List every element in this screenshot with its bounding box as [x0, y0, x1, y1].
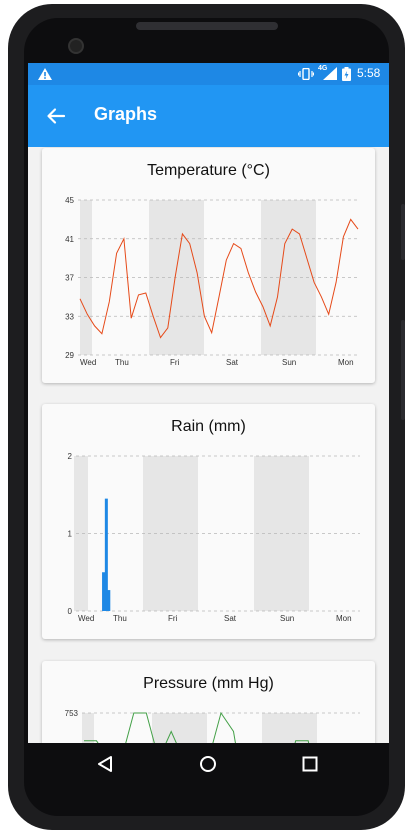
night-band [152, 713, 207, 743]
series-line [84, 711, 310, 743]
app-screen: 4G 5:58 Graphs Temperature (°C) 29 33 37 41… [28, 63, 389, 743]
x-tick-label: Sun [282, 358, 296, 367]
temperature-card: Temperature (°C) 29 33 37 41 45 Wed Thu Fri Sat S… [42, 148, 375, 383]
pressure-chart-title: Pressure (mm Hg) [143, 675, 274, 692]
warning-icon [38, 68, 52, 80]
y-tick-label: 41 [65, 235, 74, 244]
battery-icon [342, 67, 351, 81]
network-type-label: 4G [318, 65, 328, 72]
rain-bar [104, 498, 108, 611]
x-tick-label: Wed [80, 358, 96, 367]
volume-button [401, 204, 405, 260]
temperature-chart-title: Temperature (°C) [147, 162, 270, 179]
y-tick-label: 45 [65, 196, 74, 205]
rain-bar [102, 572, 106, 611]
home-nav-icon[interactable] [199, 755, 217, 773]
pressure-chart: 753 [65, 709, 360, 743]
rain-bar [107, 590, 111, 611]
recents-nav-icon[interactable] [301, 755, 319, 773]
signal-icon [323, 67, 337, 80]
x-tick-label: Sun [280, 614, 294, 623]
x-tick-label: Fri [170, 358, 180, 367]
y-tick-label: 29 [65, 351, 74, 360]
pressure-card: Pressure (mm Hg) 753 [42, 661, 375, 743]
night-band [262, 713, 317, 743]
x-tick-label: Fri [168, 614, 178, 623]
y-tick-label: 37 [65, 274, 74, 283]
x-tick-label: Sat [224, 614, 237, 623]
x-tick-label: Mon [336, 614, 352, 623]
back-arrow-icon[interactable] [42, 102, 70, 130]
app-bar: Graphs [28, 85, 389, 147]
y-tick-label: 1 [68, 530, 73, 539]
night-band [82, 713, 94, 743]
x-tick-label: Thu [115, 358, 129, 367]
x-tick-label: Sat [226, 358, 239, 367]
night-band [143, 456, 198, 611]
rain-chart: 0 1 2 Wed Thu Fri Sat Sun Mon [68, 452, 360, 623]
y-tick-label: 753 [65, 709, 79, 718]
y-tick-label: 33 [65, 312, 74, 321]
x-tick-label: Thu [113, 614, 127, 623]
vibrate-icon [298, 68, 314, 80]
series-line [79, 218, 359, 339]
x-tick-label: Mon [338, 358, 354, 367]
front-camera [68, 38, 84, 54]
earpiece-speaker [136, 22, 278, 30]
navigation-bar [28, 743, 389, 785]
status-bar: 4G 5:58 [28, 63, 389, 85]
back-nav-icon[interactable] [96, 755, 114, 773]
y-tick-label: 2 [68, 452, 73, 461]
rain-chart-title: Rain (mm) [171, 418, 246, 435]
power-button [401, 320, 405, 420]
page-title: Graphs [94, 104, 158, 124]
rain-card: Rain (mm) 0 1 2 Wed Thu Fri Sat Sun Mon [42, 404, 375, 639]
clock: 5:58 [357, 66, 381, 80]
x-tick-label: Wed [78, 614, 94, 623]
temperature-chart: 29 33 37 41 45 Wed Thu Fri Sat Sun Mon [65, 196, 360, 367]
night-band [74, 456, 88, 611]
y-tick-label: 0 [68, 607, 73, 616]
